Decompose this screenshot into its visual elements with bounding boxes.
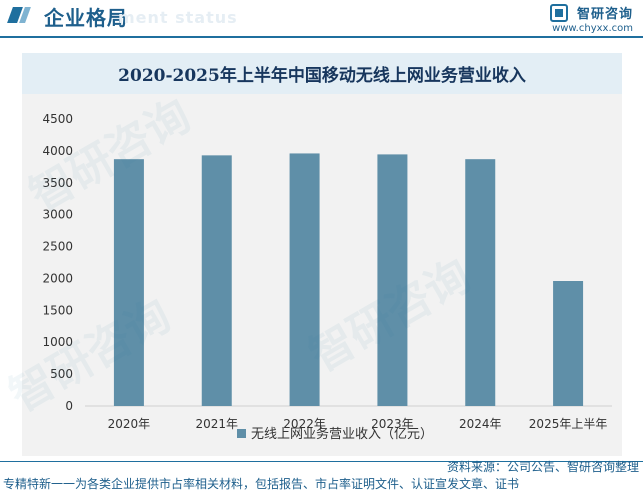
legend-swatch — [237, 429, 246, 438]
page-title: 企业格局 — [44, 6, 128, 30]
x-tick-label: 2025年上半年 — [529, 417, 608, 431]
brand-name: 智研咨询 — [576, 7, 633, 22]
x-tick-label: 2021年 — [195, 417, 238, 431]
x-tick-label: 2024年 — [459, 417, 502, 431]
chart-panel: 2020-2025年上半年中国移动无线上网业务营业收入 0 500 1000 1500… — [22, 53, 622, 456]
y-tick-label: 2000 — [42, 271, 73, 285]
y-tick-label: 1500 — [42, 303, 73, 317]
y-tick-label: 0 — [65, 399, 73, 413]
y-tick-label: 3000 — [42, 208, 73, 222]
y-tick-label: 500 — [50, 367, 73, 381]
footer-divider — [0, 461, 643, 462]
footer-text: 专精特新一一为各类企业提供市占率相关材料，包括报告、市占率证明文件、认证宣发文章… — [3, 477, 520, 491]
header: 企业格局 ment status 智研咨询 www.chyxx.com — [0, 0, 643, 34]
x-tick-label: 2022年 — [283, 417, 326, 431]
legend-label: 无线上网业务营业收入（亿元） — [251, 426, 433, 442]
brand: 智研咨询 www.chyxx.com — [549, 2, 633, 34]
bar — [377, 154, 408, 406]
x-tick-label: 2023年 — [371, 417, 414, 431]
bar-chart: 0 500 1000 1500 2000 2500 3000 3500 4000 4500 2020… — [42, 112, 612, 442]
source-note: 资料来源：公司公告、智研咨询整理 — [446, 460, 639, 474]
y-tick-label: 1000 — [42, 335, 73, 349]
y-tick-label: 4500 — [42, 112, 73, 126]
y-tick-label: 2500 — [42, 240, 73, 254]
bar — [553, 280, 584, 406]
bar — [201, 155, 232, 406]
header-divider — [0, 36, 643, 38]
bar — [289, 153, 320, 406]
bar — [465, 159, 496, 406]
brand-url: www.chyxx.com — [552, 23, 633, 34]
brand-logo-icon — [549, 3, 568, 22]
y-tick-label: 3500 — [42, 176, 73, 190]
header-ghost-text: ment status — [118, 8, 238, 27]
chart-title-bar: 2020-2025年上半年中国移动无线上网业务营业收入 — [22, 53, 622, 94]
bar — [113, 159, 144, 406]
y-tick-label: 4000 — [42, 144, 73, 158]
chart-title: 2020-2025年上半年中国移动无线上网业务营业收入 — [118, 66, 526, 86]
x-tick-label: 2020年 — [108, 417, 151, 431]
